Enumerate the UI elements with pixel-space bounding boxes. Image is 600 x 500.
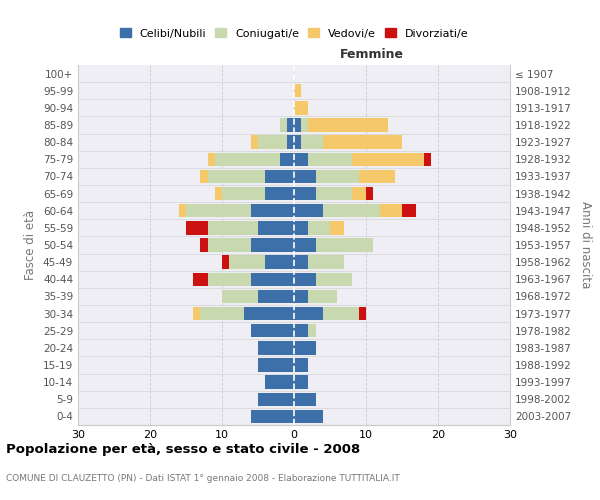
Bar (193, 307, 200, 320)
Bar (179, 204, 186, 218)
Bar (193, 272, 208, 286)
Bar (294, 256, 308, 269)
Bar (280, 118, 287, 132)
Bar (294, 392, 316, 406)
Bar (294, 170, 316, 183)
Bar (208, 152, 215, 166)
Bar (200, 170, 208, 183)
Bar (294, 221, 308, 234)
Bar (251, 272, 294, 286)
Bar (352, 187, 366, 200)
Bar (229, 256, 265, 269)
Bar (294, 307, 323, 320)
Bar (316, 187, 352, 200)
Bar (222, 187, 265, 200)
Bar (258, 136, 287, 149)
Bar (258, 341, 294, 354)
Bar (323, 136, 402, 149)
Bar (316, 238, 373, 252)
Bar (308, 324, 316, 338)
Bar (208, 170, 265, 183)
Bar (308, 221, 330, 234)
Bar (323, 204, 380, 218)
Bar (208, 238, 251, 252)
Bar (308, 290, 337, 303)
Bar (308, 256, 344, 269)
Bar (380, 204, 402, 218)
Bar (294, 290, 308, 303)
Bar (294, 204, 323, 218)
Bar (258, 358, 294, 372)
Bar (265, 187, 294, 200)
Bar (316, 272, 352, 286)
Bar (186, 204, 251, 218)
Bar (330, 221, 344, 234)
Bar (258, 392, 294, 406)
Bar (294, 272, 316, 286)
Text: COMUNE DI CLAUZETTO (PN) - Dati ISTAT 1° gennaio 2008 - Elaborazione TUTTITALIA.: COMUNE DI CLAUZETTO (PN) - Dati ISTAT 1°… (6, 474, 400, 483)
Bar (244, 307, 294, 320)
Bar (294, 376, 308, 389)
Bar (352, 152, 424, 166)
Bar (208, 221, 258, 234)
Bar (359, 170, 395, 183)
Bar (308, 152, 352, 166)
Bar (323, 307, 359, 320)
Bar (251, 238, 294, 252)
Bar (366, 187, 373, 200)
Text: Femmine: Femmine (340, 48, 404, 62)
Bar (251, 136, 258, 149)
Bar (186, 221, 208, 234)
Bar (200, 307, 244, 320)
Bar (294, 187, 316, 200)
Bar (359, 307, 366, 320)
Text: Popolazione per età, sesso e stato civile - 2008: Popolazione per età, sesso e stato civil… (6, 442, 360, 456)
Bar (402, 204, 416, 218)
Bar (258, 290, 294, 303)
Bar (294, 341, 316, 354)
Bar (424, 152, 431, 166)
Bar (294, 324, 308, 338)
Bar (301, 118, 308, 132)
Bar (287, 136, 294, 149)
Bar (251, 324, 294, 338)
Bar (265, 376, 294, 389)
Bar (265, 256, 294, 269)
Bar (294, 84, 301, 98)
Bar (280, 152, 294, 166)
Bar (215, 187, 222, 200)
Bar (208, 272, 251, 286)
Bar (308, 118, 388, 132)
Bar (294, 238, 316, 252)
Bar (200, 238, 208, 252)
Bar (222, 256, 229, 269)
Bar (294, 410, 323, 423)
Bar (316, 170, 359, 183)
Bar (215, 152, 280, 166)
Bar (294, 358, 308, 372)
Bar (294, 136, 301, 149)
Bar (294, 152, 308, 166)
Bar (294, 118, 301, 132)
Bar (287, 118, 294, 132)
Bar (294, 101, 308, 114)
Y-axis label: Fasce di età: Fasce di età (25, 210, 37, 280)
Bar (222, 290, 258, 303)
Bar (251, 410, 294, 423)
Bar (258, 221, 294, 234)
Bar (265, 170, 294, 183)
Legend: Celibi/Nubili, Coniugati/e, Vedovi/e, Divorziati/e: Celibi/Nubili, Coniugati/e, Vedovi/e, Di… (115, 24, 473, 43)
Y-axis label: Anni di nascita: Anni di nascita (580, 202, 592, 288)
Bar (251, 204, 294, 218)
Bar (301, 136, 323, 149)
